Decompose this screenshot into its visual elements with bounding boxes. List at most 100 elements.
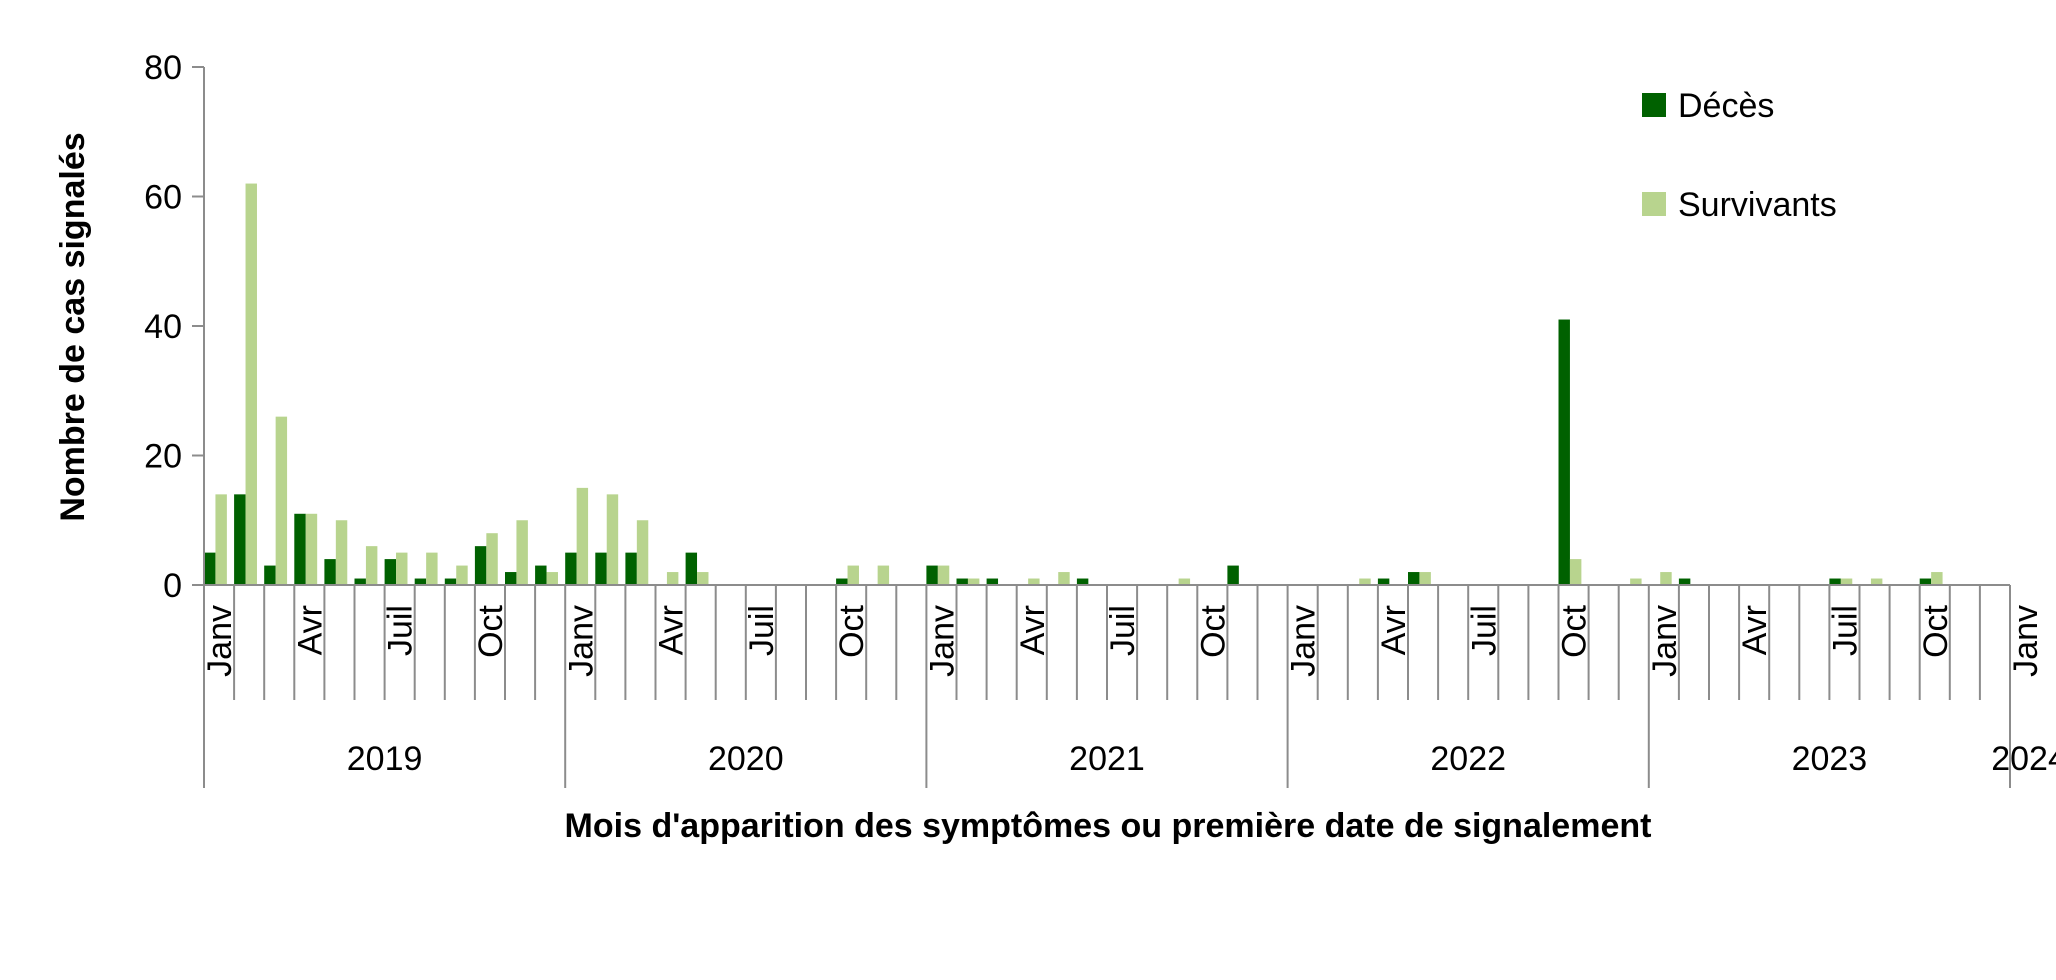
x-month-label: Oct bbox=[1194, 604, 1232, 657]
bar-survivants-2023-07 bbox=[1840, 578, 1853, 585]
y-ticks: 0 20 40 60 80 bbox=[144, 49, 204, 605]
bar-survivants-2019-10 bbox=[486, 533, 498, 585]
x-year-label: 2021 bbox=[1069, 740, 1145, 778]
legend-swatch-deces bbox=[1642, 93, 1666, 117]
x-month-label: Juil bbox=[1465, 605, 1503, 656]
bar-survivants-2022-03 bbox=[1359, 578, 1371, 585]
x-month-label: Oct bbox=[1917, 604, 1955, 657]
legend-label-deces: Décès bbox=[1678, 87, 1774, 125]
bar-deces-2022-04 bbox=[1377, 578, 1390, 585]
bar-survivants-2019-12 bbox=[546, 572, 558, 585]
bar-deces-2023-07 bbox=[1829, 578, 1841, 585]
y-tick-label: 20 bbox=[144, 438, 182, 476]
bar-survivants-2023-08 bbox=[1870, 578, 1883, 585]
x-month-label: Juil bbox=[1104, 605, 1142, 656]
bar-survivants-2019-11 bbox=[516, 520, 528, 585]
bar-deces-2020-02 bbox=[595, 552, 607, 585]
bar-survivants-2022-10 bbox=[1569, 559, 1582, 585]
bar-deces-2019-06 bbox=[354, 578, 366, 585]
bar-survivants-2021-09 bbox=[1178, 578, 1191, 585]
x-year-label: 2020 bbox=[708, 740, 784, 778]
x-month-label: Avr bbox=[1014, 605, 1052, 655]
bar-deces-2019-03 bbox=[264, 565, 276, 585]
x-year-label: 2022 bbox=[1430, 740, 1506, 778]
bar-survivants-2019-02 bbox=[245, 183, 257, 586]
bar-survivants-2021-02 bbox=[967, 578, 980, 585]
y-tick-label: 80 bbox=[144, 49, 182, 87]
bar-deces-2021-02 bbox=[956, 578, 968, 585]
bar-survivants-2021-05 bbox=[1058, 572, 1070, 585]
bar-survivants-2020-03 bbox=[636, 520, 649, 585]
bar-deces-2019-08 bbox=[414, 578, 427, 585]
bar-survivants-2019-05 bbox=[335, 520, 348, 585]
bar-deces-2021-03 bbox=[986, 578, 999, 585]
bar-deces-2022-05 bbox=[1408, 572, 1420, 585]
x-month-label: Avr bbox=[1375, 605, 1413, 655]
bar-survivants-2019-03 bbox=[275, 416, 288, 585]
bar-deces-2021-01 bbox=[926, 565, 938, 585]
bar-survivants-2021-04 bbox=[1028, 578, 1040, 585]
x-month-label: Avr bbox=[291, 605, 329, 655]
bar-survivants-2019-07 bbox=[396, 552, 408, 585]
bar-deces-2019-04 bbox=[294, 513, 306, 585]
y-axis-title: Nombre de cas signalés bbox=[54, 132, 92, 521]
bar-survivants-2020-05 bbox=[697, 572, 709, 585]
x-year-label: 2019 bbox=[347, 740, 423, 778]
bars-layer bbox=[204, 183, 1943, 586]
x-month-label: Oct bbox=[472, 604, 510, 657]
bar-deces-2022-10 bbox=[1558, 319, 1570, 585]
bar-deces-2021-06 bbox=[1076, 578, 1089, 585]
bar-deces-2019-05 bbox=[324, 559, 336, 585]
bar-survivants-2021-01 bbox=[937, 565, 950, 585]
bar-deces-2021-11 bbox=[1227, 565, 1239, 585]
bar-survivants-2020-10 bbox=[847, 565, 859, 585]
x-month-label: Avr bbox=[653, 605, 691, 655]
bar-deces-2020-01 bbox=[565, 552, 577, 585]
bar-survivants-2019-06 bbox=[365, 546, 378, 585]
x-month-label: Juil bbox=[1826, 605, 1864, 656]
bar-survivants-2019-08 bbox=[426, 552, 438, 585]
bar-survivants-2023-10 bbox=[1931, 572, 1943, 585]
x-year-label: 2023 bbox=[1792, 740, 1868, 778]
bar-survivants-2020-02 bbox=[606, 494, 619, 585]
bar-survivants-2019-04 bbox=[305, 513, 318, 585]
x-month-label: Avr bbox=[1736, 605, 1774, 655]
x-year-label: 2024 bbox=[1991, 740, 2056, 778]
bar-deces-2019-10 bbox=[474, 546, 487, 585]
bar-survivants-2020-11 bbox=[877, 565, 890, 585]
bar-survivants-2020-04 bbox=[666, 572, 679, 585]
legend-swatch-survivants bbox=[1642, 192, 1666, 216]
x-ticks: Janv Avr Juil Oct Janv Avr Juil Oct Janv Avr Juil O… bbox=[201, 585, 2056, 788]
bar-deces-2019-07 bbox=[384, 559, 397, 585]
bar-deces-2023-10 bbox=[1919, 578, 1932, 585]
x-month-label: Juil bbox=[743, 605, 781, 656]
bar-survivants-2020-01 bbox=[576, 487, 589, 585]
bar-deces-2019-02 bbox=[234, 494, 246, 585]
x-month-label: Oct bbox=[1556, 604, 1594, 657]
x-month-label: Oct bbox=[833, 604, 871, 657]
x-month-label: Janv bbox=[2007, 605, 2045, 677]
y-tick-label: 0 bbox=[163, 567, 182, 605]
bar-deces-2020-03 bbox=[625, 552, 637, 585]
bar-deces-2019-09 bbox=[444, 578, 457, 585]
bar-survivants-2019-09 bbox=[456, 565, 468, 585]
bar-survivants-2019-01 bbox=[215, 494, 227, 585]
y-tick-label: 60 bbox=[144, 179, 182, 217]
bar-deces-2020-10 bbox=[836, 578, 848, 585]
bar-survivants-2022-12 bbox=[1630, 578, 1642, 585]
bar-deces-2020-05 bbox=[685, 552, 698, 585]
x-month-label: Janv bbox=[923, 605, 961, 677]
bar-deces-2019-11 bbox=[505, 572, 517, 585]
bar-deces-2023-02 bbox=[1678, 578, 1691, 585]
legend: Décès Survivants bbox=[1642, 87, 1837, 224]
bar-deces-2019-01 bbox=[204, 552, 216, 585]
x-axis-title: Mois d'apparition des symptômes ou premi… bbox=[565, 807, 1652, 845]
x-month-label: Juil bbox=[382, 605, 420, 656]
axes-layer bbox=[203, 67, 2010, 586]
x-month-label: Janv bbox=[201, 605, 239, 677]
y-tick-label: 40 bbox=[144, 308, 182, 346]
x-month-label: Janv bbox=[1646, 605, 1684, 677]
bar-deces-2019-12 bbox=[535, 565, 547, 585]
bar-survivants-2022-05 bbox=[1419, 572, 1431, 585]
